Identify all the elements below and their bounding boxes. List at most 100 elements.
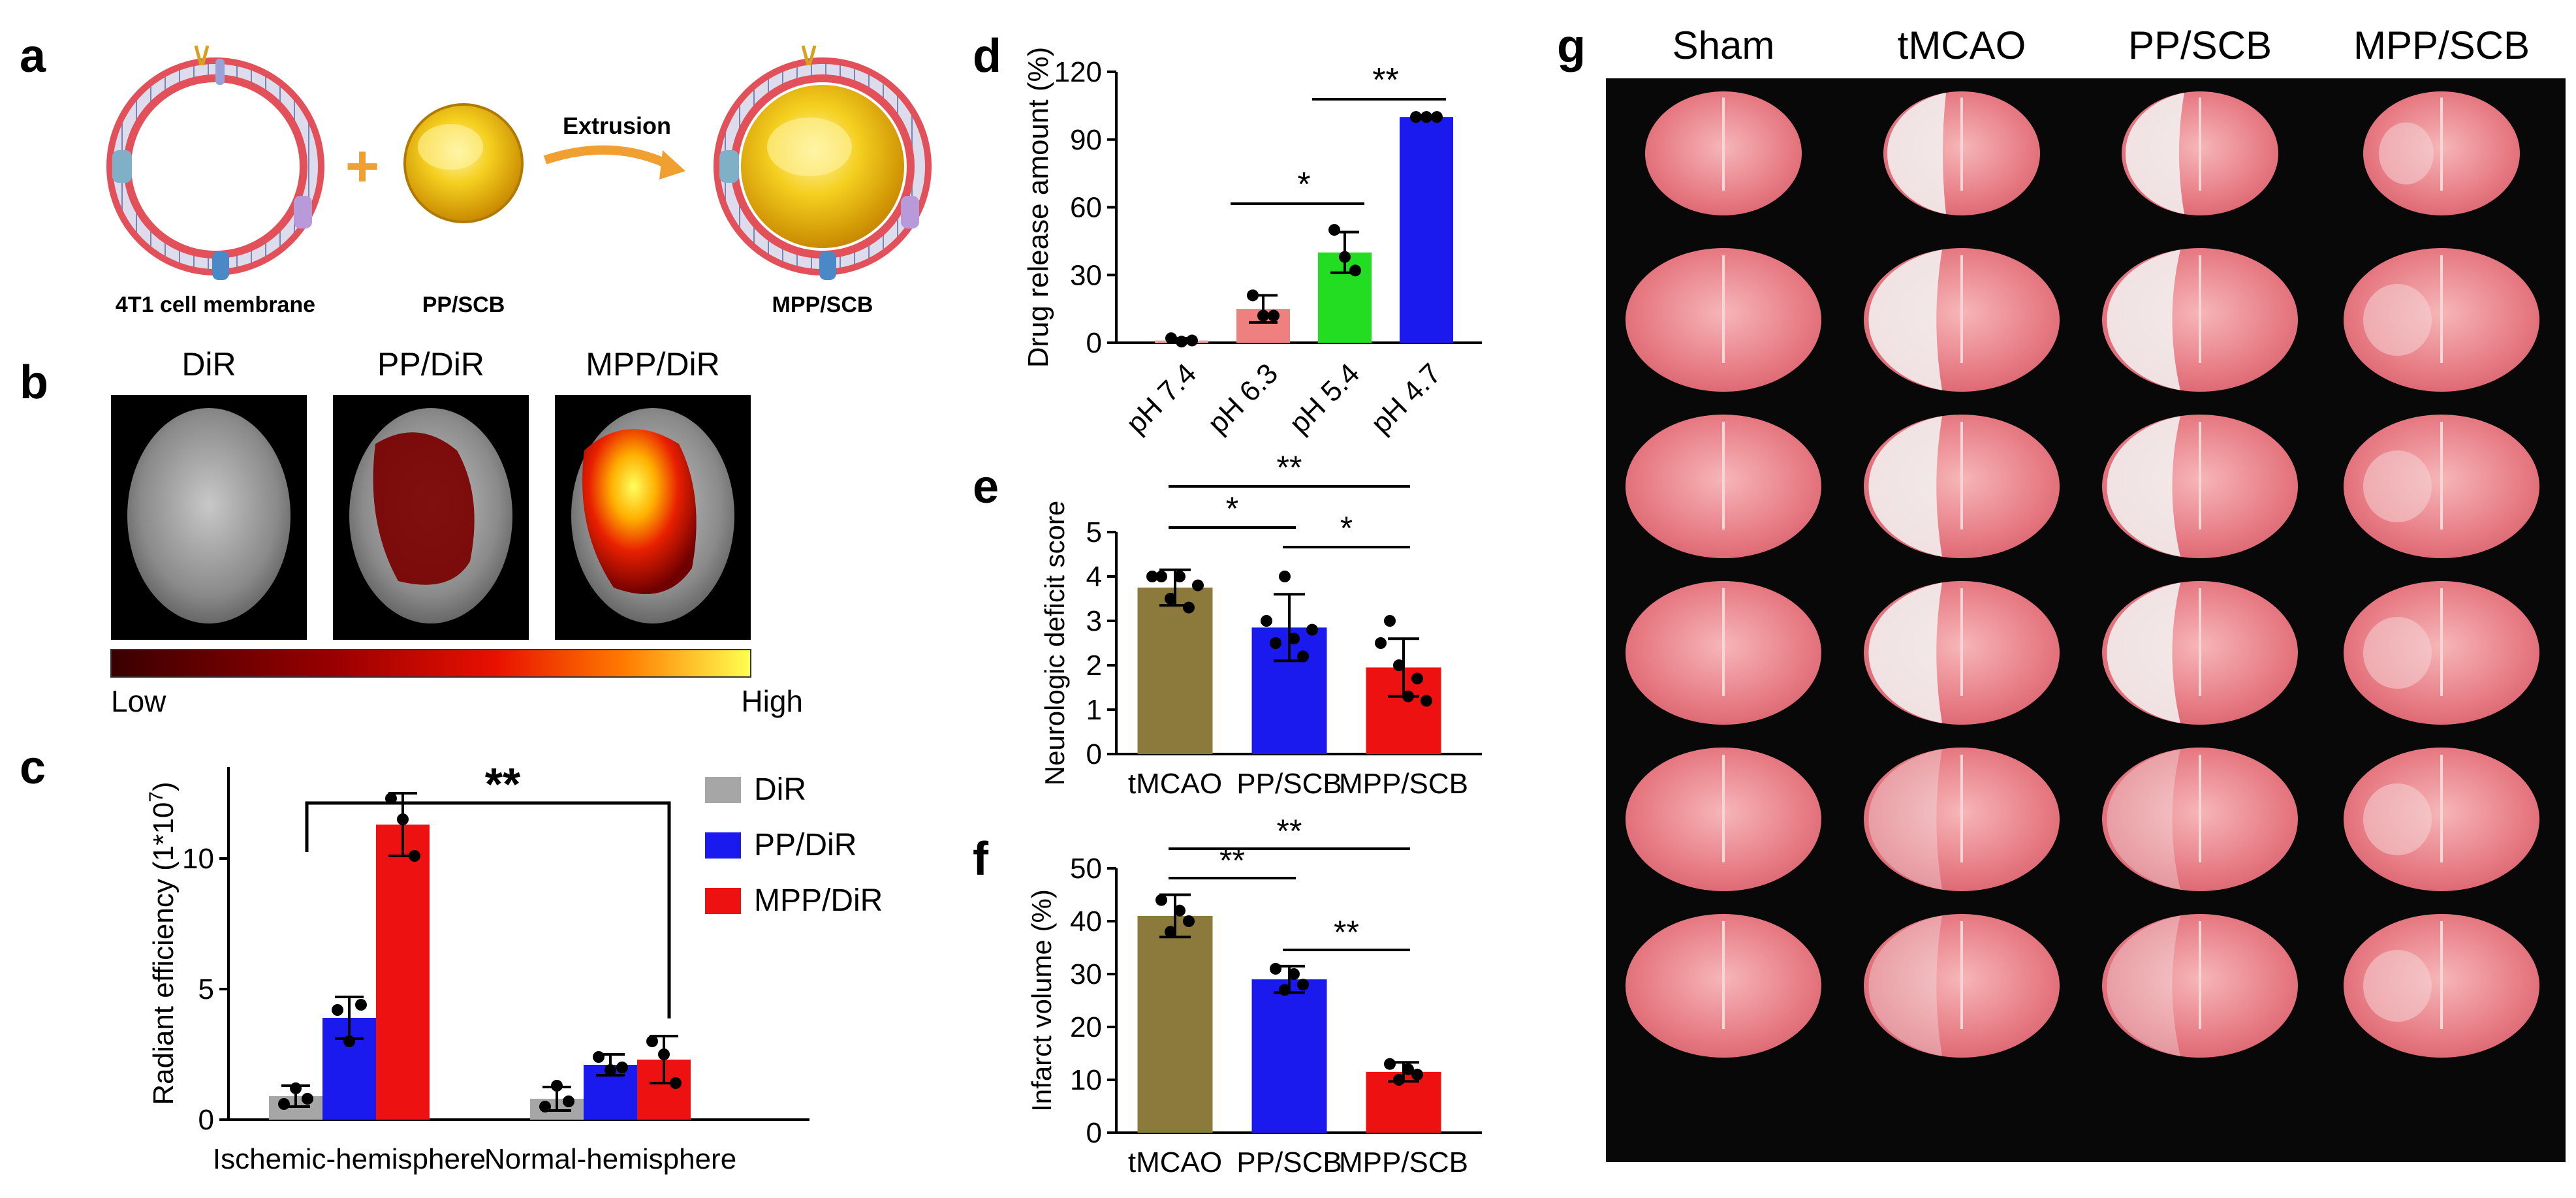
chart-neurologic-score: 0 1 2 3 4 5 Neurologic deficit score tMCAO PP/SC… xyxy=(1039,449,1482,800)
data-point xyxy=(278,1098,290,1110)
infarct-region-r6-c2 xyxy=(1868,915,1942,1056)
data-point xyxy=(1306,623,1318,636)
y-tick-label: 0 xyxy=(198,1104,214,1136)
bar-MPP/DiR-Ischemic-hemisphere xyxy=(376,825,430,1120)
infarct-region-r2-c2 xyxy=(1868,249,1942,390)
product-label: MPP/SCB xyxy=(772,292,873,317)
pp-scb-core-particle xyxy=(403,103,524,223)
significance-label: * xyxy=(1297,166,1310,204)
y-tick-label: 90 xyxy=(1070,124,1102,156)
y-tick-label: 120 xyxy=(1054,56,1102,88)
data-point xyxy=(1328,224,1340,236)
y-axis-label: Radiant efficiency (1*107) xyxy=(146,781,180,1105)
x-tick-label: Normal-hemisphere xyxy=(484,1143,736,1175)
data-point xyxy=(1393,659,1405,671)
brain-image-dir xyxy=(127,408,291,623)
plus-sign: + xyxy=(345,134,380,199)
data-point xyxy=(616,1062,628,1073)
infarct-region-r5-c2 xyxy=(1868,749,1942,890)
legend-swatch-PP/DiR xyxy=(705,832,741,859)
panel-letter-f: f xyxy=(973,833,989,885)
data-point xyxy=(1146,571,1158,582)
data-point xyxy=(343,1035,355,1047)
extrusion-arrow-icon xyxy=(543,145,675,171)
y-tick-label: 5 xyxy=(1086,516,1102,548)
infarct-region-r1-c4 xyxy=(2379,122,2434,185)
infarct-region-r4-c3 xyxy=(2107,582,2180,723)
y-axis-label-exponent: 7 xyxy=(146,791,167,802)
data-point xyxy=(1384,615,1396,627)
infarct-region-r2-c4 xyxy=(2363,284,2432,356)
data-point xyxy=(1431,111,1443,123)
column-title-pp-scb: PP/SCB xyxy=(2128,24,2272,67)
significance-label: ** xyxy=(1372,61,1398,99)
y-tick-label: 0 xyxy=(1086,1117,1102,1149)
data-point xyxy=(1402,1063,1414,1075)
extrusion-label: Extrusion xyxy=(563,112,671,139)
data-point xyxy=(1247,289,1259,302)
data-point xyxy=(1393,1074,1405,1086)
data-point xyxy=(1402,690,1414,702)
significance-bracket xyxy=(305,801,671,1018)
data-point xyxy=(1155,571,1167,582)
x-tick-label: MPP/SCB xyxy=(1339,1146,1468,1178)
data-point xyxy=(1155,894,1167,906)
bar-tMCAO xyxy=(1137,915,1213,1133)
x-tick-label: tMCAO xyxy=(1128,1146,1222,1178)
data-point xyxy=(563,1096,574,1107)
y-tick-label: 4 xyxy=(1086,561,1102,593)
data-point xyxy=(1261,615,1272,627)
data-point xyxy=(605,1064,616,1076)
data-point xyxy=(539,1101,551,1112)
x-tick-label: pH 4.7 xyxy=(1365,357,1447,439)
y-axis-label: Drug release amount (%) xyxy=(1022,47,1054,368)
y-tick-label: 40 xyxy=(1070,906,1102,938)
x-tick-label: Ischemic-hemisphere xyxy=(213,1143,486,1175)
x-tick-label: PP/SCB xyxy=(1236,1146,1342,1178)
significance-label: ** xyxy=(485,759,521,810)
data-point xyxy=(1411,1068,1423,1080)
data-point xyxy=(1279,984,1291,996)
panel-letter-c: c xyxy=(20,742,46,794)
data-point xyxy=(1183,601,1195,614)
colorbar-high-label: High xyxy=(741,684,803,718)
y-tick-label: 60 xyxy=(1070,192,1102,224)
panel-b-imaging: DiR PP/DiR MPP/DiR Low High xyxy=(110,346,803,718)
data-point xyxy=(1165,926,1176,938)
y-tick-label: 30 xyxy=(1070,958,1102,990)
data-point xyxy=(1410,111,1422,123)
data-point xyxy=(1297,650,1309,663)
significance-label: ** xyxy=(1334,914,1359,951)
y-tick-label: 3 xyxy=(1086,605,1102,637)
membrane-protein-icon xyxy=(112,150,132,183)
data-point xyxy=(1421,695,1432,707)
data-point xyxy=(658,1048,670,1060)
x-tick-label: pH 5.4 xyxy=(1283,357,1366,439)
data-point xyxy=(1270,962,1281,975)
y-tick-label: 30 xyxy=(1070,259,1102,291)
y-tick-label: 0 xyxy=(1086,327,1102,359)
panel-a-schematic: 4T1 cell membrane + PP/SCB Extrusion MPP… xyxy=(106,45,932,317)
x-tick-label: pH 6.3 xyxy=(1202,357,1284,439)
brain-image-mpp-dir xyxy=(582,429,697,594)
column-title-tmcao: tMCAO xyxy=(1898,24,2026,67)
data-point xyxy=(397,813,409,825)
data-point xyxy=(1339,251,1351,263)
infarct-region-r1-c3 xyxy=(2125,92,2184,215)
x-tick-label: PP/SCB xyxy=(1236,768,1342,800)
panel-letter-b: b xyxy=(20,356,48,409)
brain-image-pp-dir xyxy=(373,432,475,585)
y-tick-label: 50 xyxy=(1070,853,1102,885)
x-tick-label: MPP/SCB xyxy=(1339,768,1468,800)
data-point xyxy=(1375,637,1387,649)
data-point xyxy=(290,1082,302,1094)
data-point xyxy=(1270,637,1281,649)
data-point xyxy=(1186,334,1198,347)
data-point xyxy=(1349,264,1361,277)
infarct-region-r5-c4 xyxy=(2363,783,2432,855)
data-point xyxy=(1192,579,1204,591)
y-tick-label: 10 xyxy=(182,843,214,875)
imaging-title-dir: DiR xyxy=(181,346,236,383)
infarct-region-r4-c4 xyxy=(2363,617,2432,689)
